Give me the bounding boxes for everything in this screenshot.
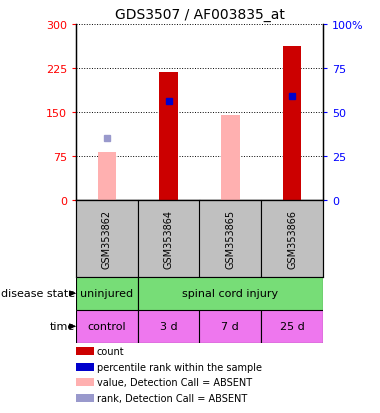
Bar [283,47,301,200]
Text: GSM353866: GSM353866 [287,209,297,268]
Bar [261,310,323,343]
Bar [98,152,116,200]
Text: 3 d: 3 d [160,322,177,332]
Bar [76,379,94,387]
Bar [159,73,178,200]
Text: time: time [49,322,75,332]
Text: GSM353862: GSM353862 [102,209,112,268]
Bar [200,200,261,277]
Text: 25 d: 25 d [280,322,304,332]
Bar [261,200,323,277]
Text: GSM353864: GSM353864 [164,209,174,268]
Bar [200,310,261,343]
Text: percentile rank within the sample: percentile rank within the sample [97,362,262,372]
Bar [138,310,200,343]
Bar [76,394,94,402]
Text: count: count [97,346,124,356]
Bar [138,200,200,277]
Text: GSM353865: GSM353865 [225,209,235,268]
Bar [76,200,138,277]
Text: rank, Detection Call = ABSENT: rank, Detection Call = ABSENT [97,393,247,404]
Bar [76,347,94,355]
Bar [76,310,138,343]
Title: GDS3507 / AF003835_at: GDS3507 / AF003835_at [114,8,285,22]
Bar [138,277,323,310]
Bar [76,277,138,310]
Text: uninjured: uninjured [80,289,133,299]
Text: value, Detection Call = ABSENT: value, Detection Call = ABSENT [97,377,252,387]
Text: 7 d: 7 d [222,322,239,332]
Text: control: control [87,322,126,332]
Text: disease state: disease state [1,289,75,299]
Bar [221,116,240,200]
Bar [76,363,94,371]
Text: spinal cord injury: spinal cord injury [182,289,279,299]
